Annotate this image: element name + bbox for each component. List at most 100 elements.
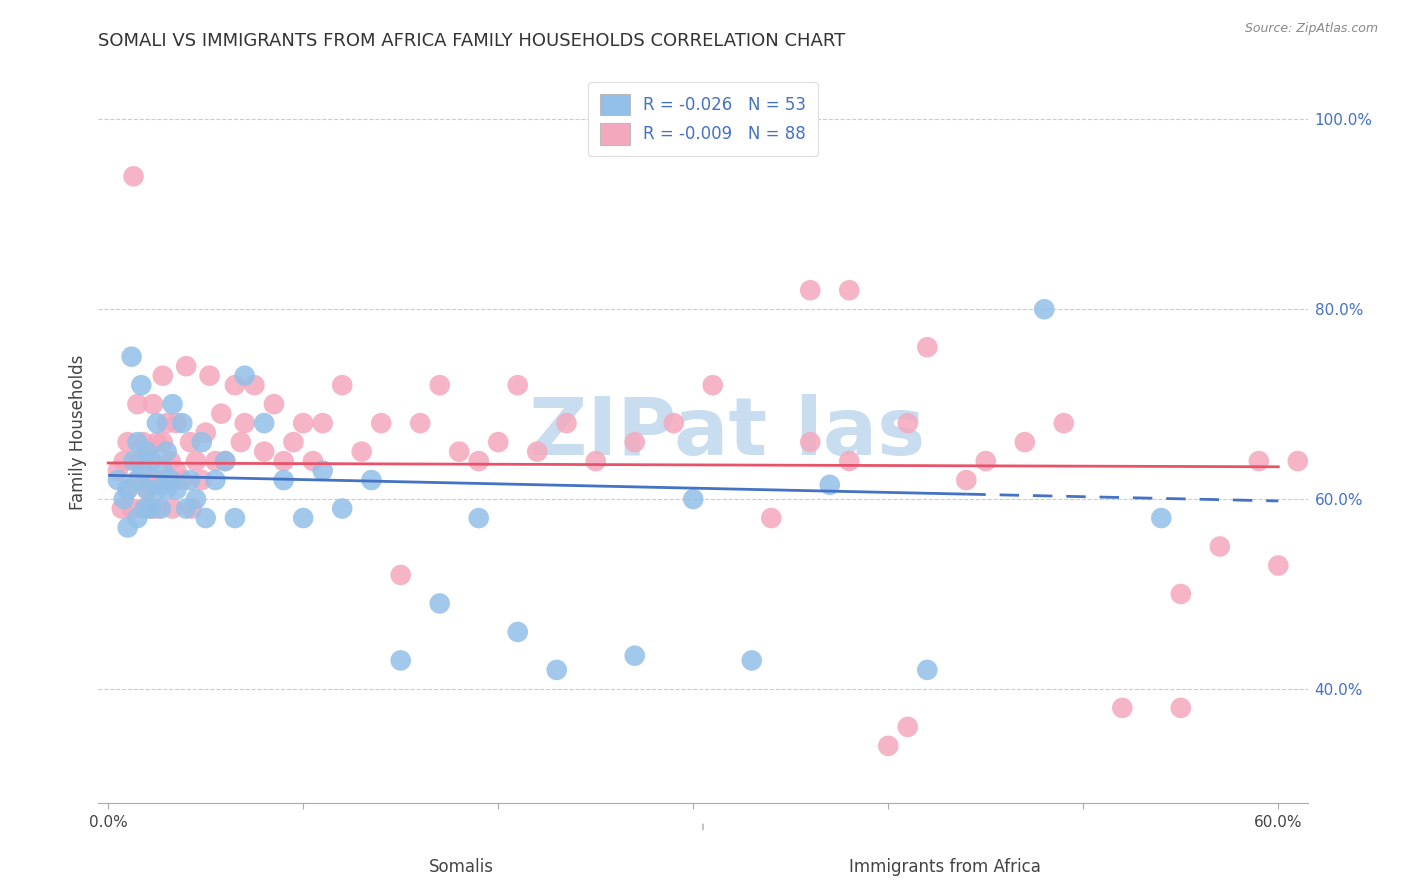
Point xyxy=(449,444,471,458)
Point xyxy=(136,444,159,458)
Point xyxy=(1209,540,1232,554)
Point xyxy=(273,473,295,487)
Point xyxy=(162,397,184,411)
Point xyxy=(233,416,256,430)
Point xyxy=(312,416,335,430)
Point xyxy=(877,739,900,753)
Point xyxy=(526,444,548,458)
Point xyxy=(467,454,489,468)
Point xyxy=(146,501,169,516)
Point xyxy=(156,473,179,487)
Point xyxy=(159,473,181,487)
Point xyxy=(974,454,997,468)
Point xyxy=(142,397,165,411)
Point xyxy=(139,454,162,468)
Point xyxy=(350,444,373,458)
Point xyxy=(122,454,145,468)
Point xyxy=(136,444,159,458)
Point xyxy=(117,483,139,497)
Point xyxy=(165,483,187,497)
Point xyxy=(146,483,169,497)
Point xyxy=(955,473,977,487)
Point xyxy=(172,473,194,487)
Point xyxy=(117,520,139,534)
Point xyxy=(181,501,204,516)
Point xyxy=(131,378,153,392)
Point xyxy=(139,501,162,516)
Point xyxy=(409,416,432,430)
Point xyxy=(1267,558,1289,573)
Point xyxy=(360,473,382,487)
Point xyxy=(897,720,920,734)
Point xyxy=(127,397,149,411)
Point xyxy=(292,511,315,525)
Point xyxy=(283,435,305,450)
Point xyxy=(253,444,276,458)
Point xyxy=(184,491,207,506)
Point xyxy=(389,568,412,582)
Point xyxy=(486,435,509,450)
Point xyxy=(194,511,217,525)
Point xyxy=(152,435,174,450)
Point xyxy=(1053,416,1076,430)
Point xyxy=(107,464,129,478)
Point xyxy=(136,483,159,497)
Point xyxy=(194,425,217,440)
Point xyxy=(838,283,860,297)
Point xyxy=(1247,454,1270,468)
Text: Immigrants from Africa: Immigrants from Africa xyxy=(849,858,1040,876)
Point xyxy=(204,473,226,487)
Point xyxy=(1150,511,1173,525)
Point xyxy=(174,359,197,374)
Point xyxy=(165,464,187,478)
Point xyxy=(165,416,187,430)
Point xyxy=(662,416,685,430)
Point xyxy=(152,368,174,383)
Point xyxy=(506,624,529,639)
Point xyxy=(209,407,232,421)
Point xyxy=(370,416,392,430)
Point xyxy=(292,416,315,430)
Point xyxy=(191,473,214,487)
Point xyxy=(467,511,489,525)
Point xyxy=(136,483,159,497)
Point xyxy=(107,473,129,487)
Point xyxy=(179,435,201,450)
Point xyxy=(112,454,135,468)
Point xyxy=(156,416,179,430)
Point xyxy=(302,454,325,468)
Point xyxy=(121,350,143,364)
Point xyxy=(233,368,256,383)
Point xyxy=(838,454,860,468)
Point xyxy=(214,454,236,468)
Text: Source: ZipAtlas.com: Source: ZipAtlas.com xyxy=(1244,22,1378,36)
Point xyxy=(127,435,149,450)
Point xyxy=(702,378,724,392)
Point xyxy=(172,416,194,430)
Point xyxy=(152,464,174,478)
Point xyxy=(799,435,821,450)
Point xyxy=(623,435,645,450)
Point xyxy=(179,473,201,487)
Point xyxy=(146,416,169,430)
Point xyxy=(127,473,149,487)
Point xyxy=(156,444,179,458)
Point xyxy=(149,501,172,516)
Point xyxy=(1170,701,1192,715)
Point xyxy=(1286,454,1309,468)
Point xyxy=(389,653,412,667)
Point xyxy=(127,511,149,525)
Point xyxy=(585,454,607,468)
Point xyxy=(122,169,145,184)
Point xyxy=(146,435,169,450)
Point xyxy=(162,501,184,516)
Point xyxy=(917,340,939,354)
Point xyxy=(117,435,139,450)
Point xyxy=(191,435,214,450)
Point xyxy=(139,454,162,468)
Point xyxy=(429,378,451,392)
Point xyxy=(243,378,266,392)
Point xyxy=(1111,701,1133,715)
Point xyxy=(112,491,135,506)
Point xyxy=(263,397,285,411)
